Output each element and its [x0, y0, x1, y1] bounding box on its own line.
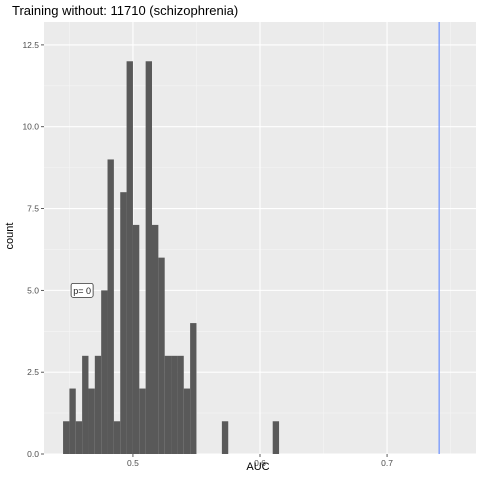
histogram-bar: [272, 421, 280, 454]
chart-title: Training without: 11710 (schizophrenia): [12, 3, 239, 18]
y-tick-label: 7.5: [27, 204, 39, 214]
histogram-bar: [120, 192, 127, 454]
histogram-bar: [63, 421, 70, 454]
y-tick-label: 5.0: [27, 285, 39, 295]
y-tick-label: 12.5: [22, 40, 39, 50]
histogram-bar: [171, 355, 178, 454]
x-tick-label: 0.5: [127, 458, 139, 468]
x-tick-label: 0.7: [381, 458, 393, 468]
histogram-bar: [190, 323, 197, 454]
annotation-box: [70, 282, 94, 298]
y-tick-label: 10.0: [22, 122, 39, 132]
histogram-bar: [75, 421, 83, 454]
histogram-bar: [177, 355, 184, 454]
histogram-bar: [164, 355, 172, 454]
y-axis-label: count: [4, 222, 16, 250]
histogram-bar: [152, 224, 159, 454]
histogram-bar: [221, 421, 229, 454]
histogram-bar: [113, 421, 121, 454]
x-tick-label: 0.6: [254, 458, 266, 468]
histogram-bar: [94, 355, 102, 454]
x-axis-label: AUC: [246, 461, 270, 473]
histogram-bar: [69, 388, 76, 454]
histogram-bar: [107, 159, 114, 455]
histogram-bar: [145, 61, 152, 454]
histogram-bar: [139, 388, 146, 454]
y-tick-label: 2.5: [27, 367, 39, 377]
histogram-bar: [132, 224, 140, 454]
histogram-bar: [183, 388, 191, 454]
histogram-bar: [101, 290, 108, 454]
histogram-bar: [126, 61, 133, 454]
histogram-bar: [158, 257, 165, 454]
y-tick-label: 0.0: [27, 449, 39, 459]
annotation-label: p= 0: [73, 286, 91, 296]
histogram-bar: [82, 355, 89, 454]
histogram-bar: [88, 388, 95, 454]
